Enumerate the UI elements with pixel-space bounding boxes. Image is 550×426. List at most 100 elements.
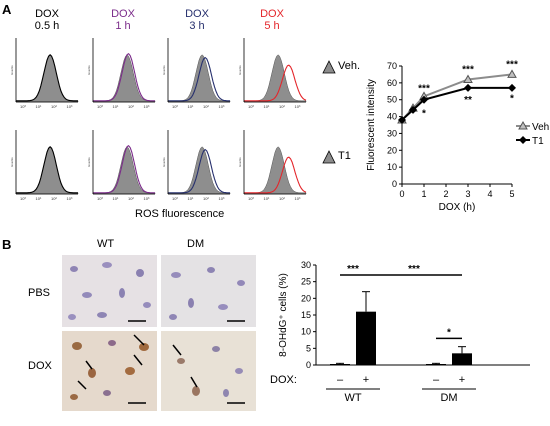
timepoint-label-0: DOX 0.5 h <box>22 8 72 32</box>
col-label-wt: WT <box>97 238 115 250</box>
series-point <box>508 83 516 92</box>
micrograph-dm-pbs <box>161 255 256 327</box>
flow-histogram: Events 10⁰ 10¹ 10² 10³ <box>87 130 156 201</box>
dox-row-label: DOX: <box>270 374 297 386</box>
x-tick-label: 4 <box>487 189 492 199</box>
control-distribution <box>167 146 231 195</box>
tp-drug: DOX <box>35 8 59 20</box>
hist-x-tick: 10¹ <box>264 196 270 201</box>
series-point <box>464 83 472 92</box>
hist-y-label: Events <box>10 157 14 167</box>
hist-x-tick: 10³ <box>295 196 301 201</box>
hist-x-tick: 10² <box>128 196 134 201</box>
row-label-pbs: PBS <box>28 287 51 299</box>
series-point <box>420 95 428 104</box>
hist-x-tick: 10¹ <box>36 104 42 109</box>
hist-x-tick: 10¹ <box>188 104 194 109</box>
col-label-dm: DM <box>187 238 205 250</box>
y-axis-label: Fluorescent intensity <box>366 79 377 171</box>
treated-distribution <box>244 156 307 194</box>
hist-y-label: Events <box>87 65 91 75</box>
flow-histogram: Events 10⁰ 10¹ 10² 10³ <box>162 38 231 109</box>
x-tick-label: 5 <box>509 189 514 199</box>
y-tick-label: 10 <box>387 162 397 172</box>
line-chart: 0 10 20 30 40 50 60 70 0 1 2 3 4 5 DOX (h) Fluorescent … <box>366 60 550 213</box>
micrograph-wt-pbs <box>62 255 157 327</box>
tp-drug: DOX <box>260 8 284 20</box>
significance-label: *** <box>418 83 430 94</box>
significance-label: *** <box>462 65 474 76</box>
hist-y-label: Events <box>87 157 91 167</box>
hist-y-label: Events <box>10 65 14 75</box>
hist-x-tick: 10² <box>51 196 57 201</box>
control-distribution <box>243 146 307 195</box>
y-tick-label: 40 <box>387 112 397 122</box>
hist-y-label: Events <box>238 65 242 75</box>
y-axis-label: 8-OHdG⁺ cells (%) <box>278 273 289 357</box>
hist-x-tick: 10³ <box>144 104 150 109</box>
bar <box>452 353 472 365</box>
hist-x-tick: 10² <box>279 196 285 201</box>
hist-x-tick: 10⁰ <box>248 104 254 109</box>
legend-marker <box>519 136 527 144</box>
treated-distribution <box>168 56 230 102</box>
treated-distribution <box>16 54 78 102</box>
significance-label: ** <box>464 95 472 106</box>
series-point <box>398 115 406 124</box>
hist-x-tick: 10⁰ <box>97 196 103 201</box>
hist-x-tick: 10¹ <box>113 104 119 109</box>
y-tick-label: 0 <box>306 360 311 370</box>
flow-histogram: Events 10⁰ 10¹ 10² 10³ <box>10 38 79 109</box>
significance-label: * <box>422 109 426 120</box>
group-label: WT <box>344 392 361 404</box>
control-distribution <box>243 54 307 103</box>
tp-time: 5 h <box>264 20 280 32</box>
hist-x-tick: 10³ <box>67 104 73 109</box>
flow-histogram: Events 10⁰ 10¹ 10² 10³ <box>238 38 307 109</box>
hist-x-tick: 10⁰ <box>172 104 178 109</box>
timepoint-label-1: DOX 1 h <box>98 8 148 32</box>
series-point <box>507 69 517 78</box>
legend-marker <box>518 120 528 130</box>
y-tick-label: 30 <box>301 260 311 270</box>
y-tick-label: 50 <box>387 95 397 105</box>
series-line <box>401 73 513 121</box>
veh-triangle-icon <box>322 60 336 74</box>
y-tick-label: 10 <box>301 327 311 337</box>
significance-label: * <box>510 93 514 104</box>
y-tick-label: 5 <box>306 343 311 353</box>
row-label-dox: DOX <box>28 360 52 372</box>
x-tick-label: 2 <box>443 189 448 199</box>
hist-x-tick: 10³ <box>144 196 150 201</box>
micrograph-dm-dox <box>161 331 256 411</box>
treated-distribution <box>93 52 155 102</box>
y-tick-label: 60 <box>387 78 397 88</box>
timepoint-label-2: DOX 3 h <box>172 8 222 32</box>
y-tick-label: 70 <box>387 61 397 71</box>
significance-label: *** <box>506 60 518 71</box>
ros-fluorescence-label: ROS fluorescence <box>135 208 225 220</box>
dox-sign: + <box>459 374 465 386</box>
bar <box>426 364 446 365</box>
treated-distribution <box>244 64 307 102</box>
panel-a-letter: A <box>2 2 12 17</box>
tp-drug: DOX <box>111 8 135 20</box>
hist-x-tick: 10² <box>51 104 57 109</box>
hist-y-label: Events <box>162 157 166 167</box>
y-tick-label: 20 <box>301 293 311 303</box>
bar <box>330 364 350 365</box>
hist-x-tick: 10² <box>279 104 285 109</box>
hist-y-label: Events <box>162 65 166 75</box>
treated-distribution <box>93 144 155 194</box>
x-axis-label: DOX (h) <box>439 202 476 213</box>
timepoint-label-3: DOX 5 h <box>247 8 297 32</box>
flow-histogram: Events 10⁰ 10¹ 10² 10³ <box>162 130 231 201</box>
y-tick-label: 0 <box>392 179 397 189</box>
tp-drug: DOX <box>185 8 209 20</box>
bar-chart: 0 5 10 15 20 25 30 8-OHdG⁺ cells (%) – + – + DOX: WT D… <box>270 260 530 404</box>
hist-x-tick: 10¹ <box>264 104 270 109</box>
treated-distribution <box>168 148 230 194</box>
control-distribution <box>167 54 231 103</box>
hist-x-tick: 10⁰ <box>248 196 254 201</box>
tp-time: 3 h <box>189 20 205 32</box>
